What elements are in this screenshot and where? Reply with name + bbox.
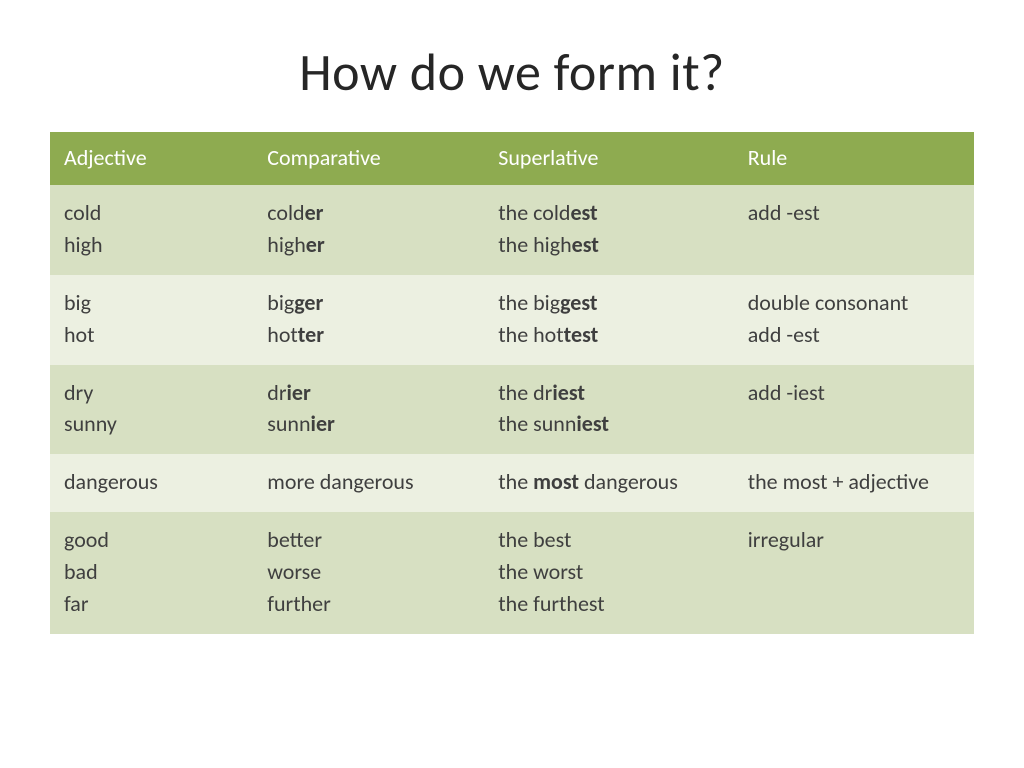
table-cell: the most dangerous xyxy=(484,454,733,512)
slide: How do we form it? AdjectiveComparativeS… xyxy=(0,0,1024,768)
adjective-forms-table: AdjectiveComparativeSuperlativeRule cold… xyxy=(50,132,974,634)
table-cell: dangerous xyxy=(50,454,253,512)
table-cell: the biggestthe hottest xyxy=(484,275,733,365)
page-title: How do we form it? xyxy=(50,40,974,104)
table-header-cell: Rule xyxy=(734,132,974,185)
table-header-cell: Comparative xyxy=(253,132,484,185)
table-header-cell: Superlative xyxy=(484,132,733,185)
table-row: drysunnydriersunnierthe driestthe sunnie… xyxy=(50,365,974,455)
table-cell: colderhigher xyxy=(253,185,484,275)
table-row: bighotbiggerhotterthe biggestthe hottest… xyxy=(50,275,974,365)
table-cell: goodbadfar xyxy=(50,512,253,634)
table-row: dangerousmore dangerousthe most dangerou… xyxy=(50,454,974,512)
table-row: coldhighcolderhigherthe coldestthe highe… xyxy=(50,185,974,275)
table-row: goodbadfarbetterworsefurtherthe bestthe … xyxy=(50,512,974,634)
table-cell: bighot xyxy=(50,275,253,365)
table-cell: the bestthe worstthe furthest xyxy=(484,512,733,634)
table-cell: the driestthe sunniest xyxy=(484,365,733,455)
table-cell: biggerhotter xyxy=(253,275,484,365)
table-cell: irregular xyxy=(734,512,974,634)
table-cell: driersunnier xyxy=(253,365,484,455)
table-cell: betterworsefurther xyxy=(253,512,484,634)
table-cell: add -est xyxy=(734,185,974,275)
table-header-cell: Adjective xyxy=(50,132,253,185)
table-cell: add -iest xyxy=(734,365,974,455)
table-cell: the coldestthe highest xyxy=(484,185,733,275)
table-cell: more dangerous xyxy=(253,454,484,512)
table-cell: coldhigh xyxy=(50,185,253,275)
table-cell: drysunny xyxy=(50,365,253,455)
table-header-row: AdjectiveComparativeSuperlativeRule xyxy=(50,132,974,185)
table-cell: double consonantadd -est xyxy=(734,275,974,365)
table-cell: the most + adjective xyxy=(734,454,974,512)
